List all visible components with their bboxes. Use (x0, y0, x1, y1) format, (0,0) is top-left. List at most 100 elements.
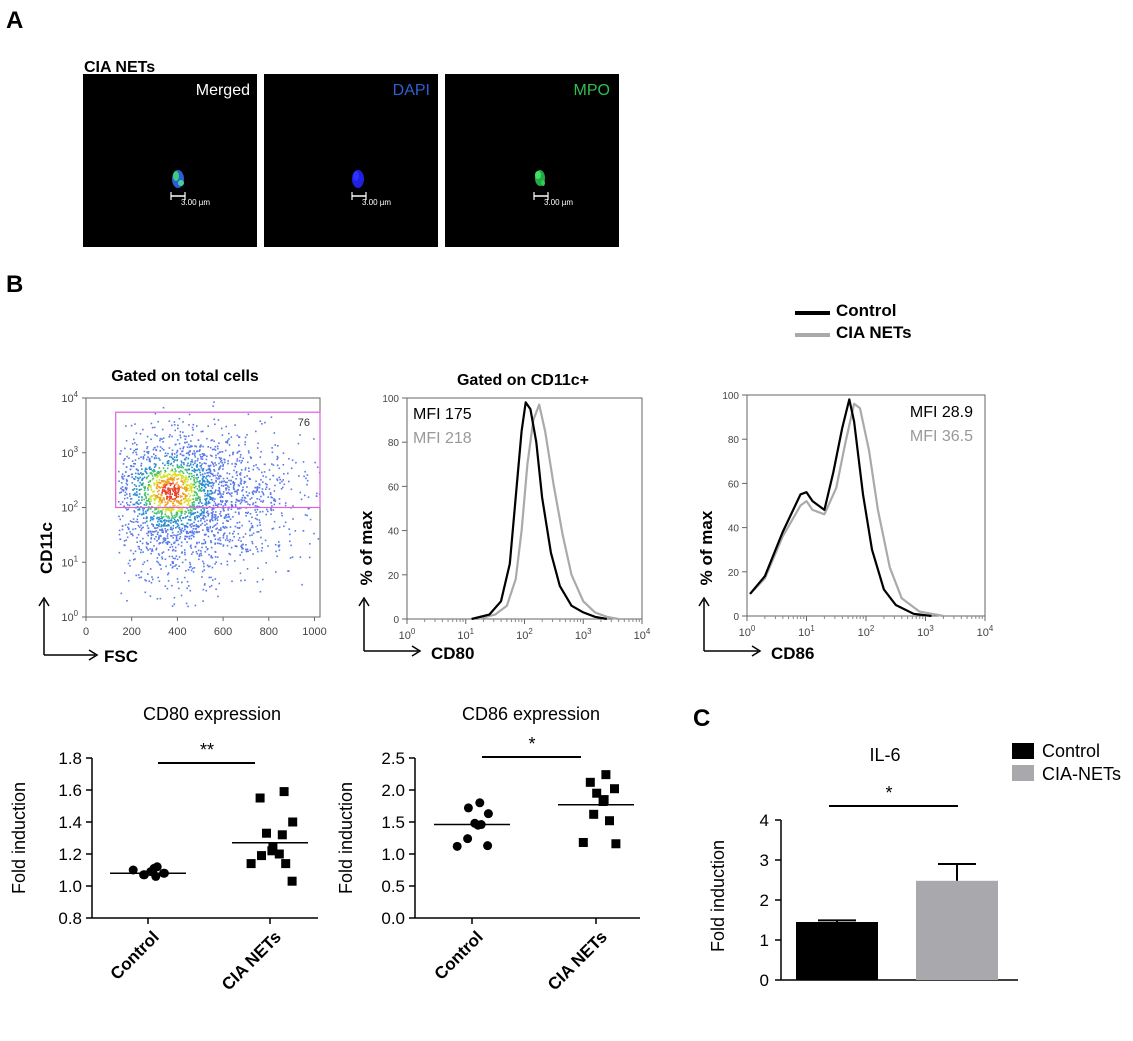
event-dot (217, 516, 219, 518)
event-dot (233, 483, 236, 486)
event-dot (194, 454, 196, 456)
event-dot (205, 486, 207, 489)
event-dot (255, 430, 257, 433)
event-dot (191, 426, 194, 429)
event-dot (179, 453, 182, 455)
event-dot (153, 498, 155, 500)
event-dot (231, 463, 233, 465)
event-dot (166, 492, 168, 494)
event-dot (167, 462, 170, 464)
event-dot (171, 555, 174, 558)
event-dot (168, 555, 171, 558)
event-dot (120, 487, 122, 490)
event-dot (214, 449, 217, 451)
event-dot (149, 548, 151, 550)
event-dot (173, 424, 176, 426)
event-dot (157, 471, 159, 473)
event-dot (227, 513, 229, 516)
event-dot (271, 496, 273, 499)
y-tick-label: 1.5 (381, 813, 405, 832)
event-dot (185, 484, 188, 486)
event-dot (143, 489, 146, 491)
event-dot (149, 459, 151, 461)
event-dot (235, 471, 238, 473)
event-dot (209, 446, 212, 449)
event-dot (175, 473, 177, 476)
event-dot (193, 490, 195, 492)
event-dot (242, 543, 244, 546)
event-dot (201, 522, 204, 525)
event-dot (190, 513, 192, 516)
y-tick-label: 20 (728, 568, 740, 579)
event-dot (177, 500, 180, 502)
event-dot (307, 508, 310, 510)
event-dot (138, 457, 140, 460)
event-dot (251, 516, 253, 519)
event-dot (248, 477, 251, 480)
event-dot (274, 444, 276, 446)
event-dot (198, 558, 200, 561)
event-dot (174, 459, 176, 461)
event-dot (194, 452, 196, 454)
event-dot (156, 516, 159, 519)
event-dot (224, 449, 227, 452)
event-dot (209, 565, 211, 568)
event-dot (156, 533, 159, 535)
event-dot (256, 498, 258, 500)
event-dot (169, 482, 171, 485)
event-dot (165, 531, 167, 533)
event-dot (152, 517, 155, 520)
event-dot (207, 530, 210, 533)
event-dot (213, 470, 216, 472)
event-dot (181, 487, 184, 489)
il6-title: IL-6 (869, 745, 900, 765)
event-dot (127, 508, 130, 510)
event-dot (165, 481, 167, 483)
event-dot (218, 475, 220, 478)
event-dot (251, 534, 253, 536)
event-dot (157, 490, 159, 493)
event-dot (124, 491, 127, 494)
event-dot (164, 558, 167, 561)
event-dot (207, 472, 209, 474)
event-dot (176, 567, 178, 570)
event-dot (203, 476, 205, 478)
event-dot (159, 450, 161, 452)
event-dot (151, 473, 153, 475)
event-dot (307, 496, 310, 498)
event-dot (178, 537, 181, 540)
event-dot (305, 477, 307, 480)
event-dot (316, 492, 318, 495)
event-dot (177, 496, 179, 498)
x-tick-label: CIA NETs (544, 927, 611, 994)
y-tick-label: 1.2 (58, 845, 82, 864)
event-dot (167, 524, 169, 527)
event-dot (163, 538, 166, 541)
event-dot (156, 471, 159, 474)
event-dot (193, 512, 196, 515)
event-dot (188, 454, 191, 456)
event-dot (135, 468, 138, 470)
event-dot (136, 477, 139, 479)
event-dot (165, 515, 167, 518)
y-tick-label: 1.6 (58, 781, 82, 800)
event-dot (224, 526, 227, 528)
event-dot (150, 518, 152, 520)
event-dot (153, 512, 156, 514)
y-tick-label: 102 (61, 500, 78, 515)
event-dot (147, 452, 149, 455)
event-dot (156, 445, 159, 448)
event-dot (186, 468, 188, 471)
event-dot (150, 486, 152, 489)
event-dot (225, 500, 227, 502)
event-dot (226, 492, 228, 494)
event-dot (202, 430, 204, 433)
event-dot (179, 436, 182, 439)
event-dot (259, 420, 262, 422)
event-dot (217, 493, 219, 496)
event-dot (216, 517, 218, 520)
event-dot (177, 490, 180, 492)
event-dot (161, 529, 163, 531)
event-dot (212, 579, 214, 581)
event-dot (273, 520, 276, 523)
